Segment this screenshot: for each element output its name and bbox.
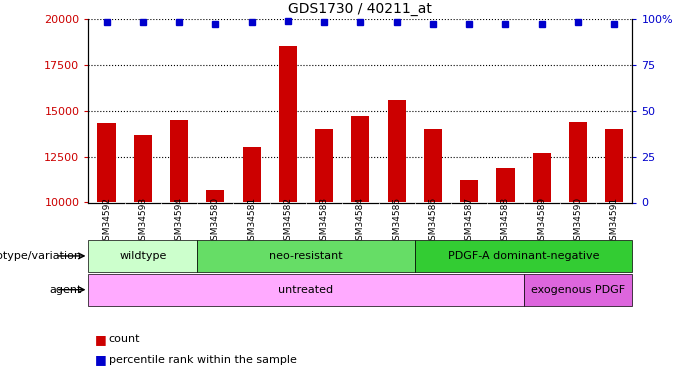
Bar xyxy=(388,100,406,202)
Text: PDGF-A dominant-negative: PDGF-A dominant-negative xyxy=(448,251,599,261)
Text: GSM34585: GSM34585 xyxy=(392,196,401,246)
Bar xyxy=(424,129,442,203)
Bar xyxy=(88,240,197,272)
Bar xyxy=(524,274,632,306)
Bar xyxy=(134,135,152,202)
Text: neo-resistant: neo-resistant xyxy=(269,251,343,261)
Text: ■: ■ xyxy=(95,354,107,366)
Text: wildtype: wildtype xyxy=(119,251,167,261)
Text: ■: ■ xyxy=(95,333,107,346)
Bar xyxy=(496,168,515,202)
Text: GSM34591: GSM34591 xyxy=(610,196,619,246)
Bar xyxy=(170,120,188,202)
Text: GSM34593: GSM34593 xyxy=(138,196,148,246)
Text: GSM34589: GSM34589 xyxy=(537,196,546,246)
Bar xyxy=(97,123,116,202)
Bar xyxy=(460,180,478,203)
Text: GSM34590: GSM34590 xyxy=(573,196,583,246)
Text: genotype/variation: genotype/variation xyxy=(0,251,82,261)
Text: agent: agent xyxy=(49,285,82,295)
Bar xyxy=(206,190,224,202)
Text: GSM34584: GSM34584 xyxy=(356,197,365,246)
Text: exogenous PDGF: exogenous PDGF xyxy=(531,285,625,295)
Bar xyxy=(88,274,524,306)
Bar xyxy=(315,129,333,203)
Bar xyxy=(569,122,587,202)
Bar xyxy=(352,116,369,202)
Text: GSM34587: GSM34587 xyxy=(464,196,474,246)
Text: percentile rank within the sample: percentile rank within the sample xyxy=(109,355,296,365)
Title: GDS1730 / 40211_at: GDS1730 / 40211_at xyxy=(288,2,432,16)
Bar xyxy=(532,153,551,203)
Bar xyxy=(605,129,624,203)
Bar xyxy=(279,46,297,202)
Text: count: count xyxy=(109,334,140,344)
Text: GSM34588: GSM34588 xyxy=(501,196,510,246)
Bar xyxy=(197,240,415,272)
Text: GSM34582: GSM34582 xyxy=(284,197,292,246)
Text: untreated: untreated xyxy=(278,285,334,295)
Text: GSM34592: GSM34592 xyxy=(102,197,111,246)
Bar xyxy=(415,240,632,272)
Text: GSM34580: GSM34580 xyxy=(211,196,220,246)
Bar xyxy=(243,147,260,202)
Text: GSM34581: GSM34581 xyxy=(247,196,256,246)
Text: GSM34586: GSM34586 xyxy=(428,196,437,246)
Text: GSM34594: GSM34594 xyxy=(175,197,184,246)
Text: GSM34583: GSM34583 xyxy=(320,196,328,246)
